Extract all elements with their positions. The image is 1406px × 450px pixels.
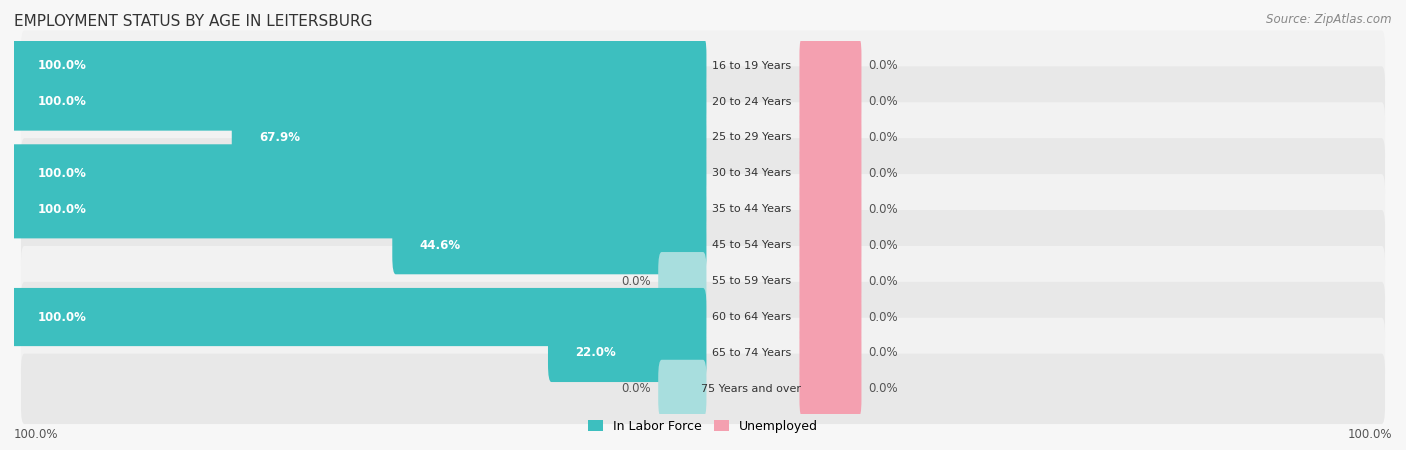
Text: 0.0%: 0.0%: [869, 346, 898, 360]
FancyBboxPatch shape: [21, 66, 1385, 137]
FancyBboxPatch shape: [232, 108, 706, 166]
Text: 67.9%: 67.9%: [259, 131, 301, 144]
Text: 16 to 19 Years: 16 to 19 Years: [711, 61, 790, 71]
Text: 0.0%: 0.0%: [869, 59, 898, 72]
FancyBboxPatch shape: [392, 216, 706, 274]
FancyBboxPatch shape: [21, 102, 1385, 173]
FancyBboxPatch shape: [800, 36, 862, 95]
FancyBboxPatch shape: [800, 360, 862, 418]
Text: 0.0%: 0.0%: [869, 95, 898, 108]
FancyBboxPatch shape: [11, 144, 706, 203]
Text: 100.0%: 100.0%: [38, 167, 87, 180]
FancyBboxPatch shape: [800, 252, 862, 310]
FancyBboxPatch shape: [658, 252, 706, 310]
Text: Source: ZipAtlas.com: Source: ZipAtlas.com: [1267, 14, 1392, 27]
FancyBboxPatch shape: [11, 180, 706, 238]
FancyBboxPatch shape: [21, 138, 1385, 209]
FancyBboxPatch shape: [21, 31, 1385, 101]
FancyBboxPatch shape: [548, 324, 706, 382]
Text: 60 to 64 Years: 60 to 64 Years: [711, 312, 790, 322]
Text: 0.0%: 0.0%: [621, 274, 651, 288]
Text: 100.0%: 100.0%: [14, 428, 59, 441]
FancyBboxPatch shape: [21, 210, 1385, 280]
Text: 44.6%: 44.6%: [420, 238, 461, 252]
FancyBboxPatch shape: [800, 324, 862, 382]
Text: 20 to 24 Years: 20 to 24 Years: [711, 97, 792, 107]
Text: 0.0%: 0.0%: [621, 382, 651, 396]
Text: 0.0%: 0.0%: [869, 203, 898, 216]
FancyBboxPatch shape: [800, 144, 862, 203]
FancyBboxPatch shape: [800, 108, 862, 166]
Text: 100.0%: 100.0%: [38, 310, 87, 324]
FancyBboxPatch shape: [21, 354, 1385, 424]
FancyBboxPatch shape: [21, 246, 1385, 316]
Text: 22.0%: 22.0%: [575, 346, 616, 360]
Text: 65 to 74 Years: 65 to 74 Years: [711, 348, 790, 358]
Text: 0.0%: 0.0%: [869, 167, 898, 180]
Text: 25 to 29 Years: 25 to 29 Years: [711, 132, 792, 143]
Text: 55 to 59 Years: 55 to 59 Years: [711, 276, 790, 286]
Text: 100.0%: 100.0%: [38, 203, 87, 216]
FancyBboxPatch shape: [11, 72, 706, 130]
FancyBboxPatch shape: [11, 36, 706, 95]
Text: 100.0%: 100.0%: [38, 95, 87, 108]
Text: 0.0%: 0.0%: [869, 310, 898, 324]
FancyBboxPatch shape: [800, 72, 862, 130]
FancyBboxPatch shape: [11, 288, 706, 346]
Text: 100.0%: 100.0%: [1347, 428, 1392, 441]
Text: 0.0%: 0.0%: [869, 131, 898, 144]
FancyBboxPatch shape: [800, 180, 862, 238]
FancyBboxPatch shape: [21, 282, 1385, 352]
FancyBboxPatch shape: [800, 288, 862, 346]
Text: 45 to 54 Years: 45 to 54 Years: [711, 240, 790, 250]
FancyBboxPatch shape: [21, 174, 1385, 244]
FancyBboxPatch shape: [658, 360, 706, 418]
Text: 100.0%: 100.0%: [38, 59, 87, 72]
Legend: In Labor Force, Unemployed: In Labor Force, Unemployed: [583, 414, 823, 438]
Text: 0.0%: 0.0%: [869, 274, 898, 288]
Text: EMPLOYMENT STATUS BY AGE IN LEITERSBURG: EMPLOYMENT STATUS BY AGE IN LEITERSBURG: [14, 14, 373, 28]
FancyBboxPatch shape: [21, 318, 1385, 388]
Text: 30 to 34 Years: 30 to 34 Years: [711, 168, 790, 178]
Text: 0.0%: 0.0%: [869, 238, 898, 252]
FancyBboxPatch shape: [800, 216, 862, 274]
Text: 75 Years and over: 75 Years and over: [702, 384, 801, 394]
Text: 35 to 44 Years: 35 to 44 Years: [711, 204, 790, 214]
Text: 0.0%: 0.0%: [869, 382, 898, 396]
